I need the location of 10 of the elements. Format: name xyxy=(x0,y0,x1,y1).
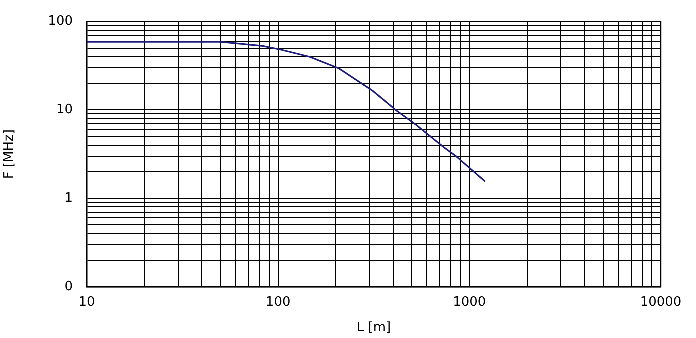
x-tick-label: 100 xyxy=(266,295,291,310)
y-tick-label: 0 xyxy=(64,279,73,294)
y-tick-label: 1 xyxy=(64,190,73,206)
y-axis-title: F [MHz] xyxy=(2,130,18,180)
y-tick-label: 10 xyxy=(56,102,73,118)
x-tick-label: 1000 xyxy=(453,295,486,310)
y-tick-label: 100 xyxy=(48,14,73,30)
x-tick-label: 10000 xyxy=(640,295,682,310)
x-axis-title: L [m] xyxy=(356,320,392,336)
x-tick-label: 10 xyxy=(78,295,96,310)
